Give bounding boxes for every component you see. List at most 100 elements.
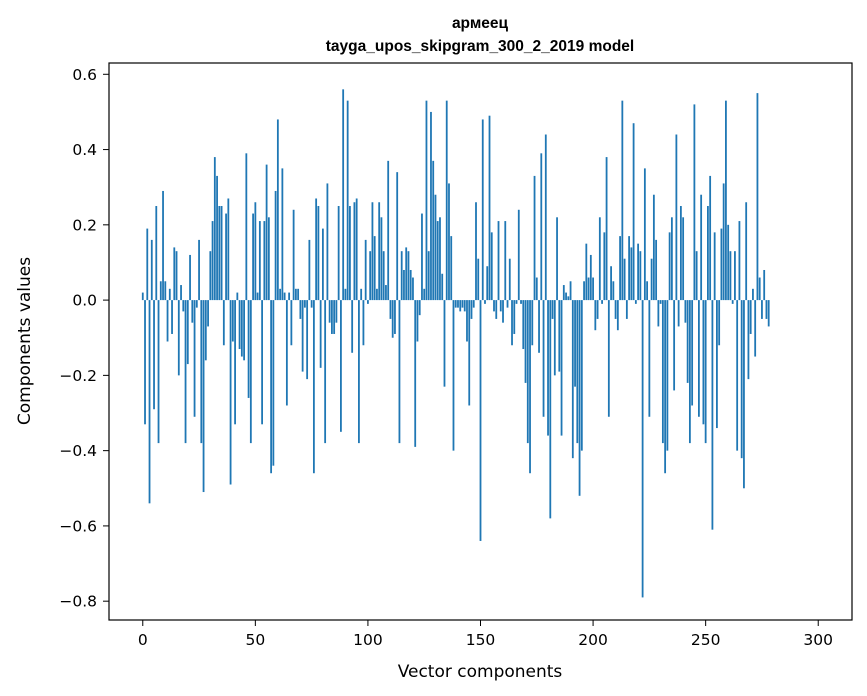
bar — [684, 300, 687, 323]
y-tick-label: 0.6 — [72, 66, 97, 84]
bar — [578, 300, 581, 496]
bar — [229, 300, 232, 485]
bar — [747, 300, 750, 380]
bar — [195, 300, 198, 308]
bar — [193, 300, 196, 417]
bar — [301, 300, 304, 372]
bar — [650, 258, 653, 301]
x-tick-label: 300 — [803, 631, 833, 649]
bar — [441, 273, 444, 301]
y-axis-ticks: −0.8 −0.6 −0.4 −0.2 0.0 0.2 0.4 0.6 — [59, 66, 109, 611]
bar — [274, 190, 277, 301]
bar — [270, 300, 273, 474]
bar — [468, 300, 471, 406]
bar — [450, 236, 453, 301]
bar — [490, 232, 493, 301]
bar — [355, 198, 358, 301]
bar — [691, 300, 694, 406]
bar — [506, 300, 509, 308]
bar — [695, 251, 698, 301]
bar — [389, 300, 392, 319]
bar — [497, 221, 500, 301]
bar — [535, 277, 538, 301]
bars-group — [141, 89, 770, 598]
bar — [234, 300, 236, 425]
bar — [155, 206, 158, 301]
bar — [335, 300, 338, 323]
bar — [240, 300, 243, 357]
bar — [587, 277, 590, 301]
bar — [765, 300, 768, 319]
bar — [607, 300, 610, 417]
bar — [202, 300, 205, 493]
bar — [569, 281, 572, 301]
bar — [144, 300, 146, 425]
bar — [745, 202, 748, 301]
bar — [220, 206, 223, 301]
bar — [603, 232, 606, 301]
bar — [598, 217, 601, 301]
y-tick-label: 0.2 — [72, 216, 97, 234]
bar — [716, 300, 718, 429]
bar — [306, 300, 309, 380]
y-tick-label: −0.6 — [59, 517, 97, 535]
y-axis-label: Components values — [15, 257, 35, 425]
bar — [529, 300, 531, 474]
bar — [317, 206, 320, 301]
bar — [387, 160, 390, 301]
bar — [412, 277, 414, 301]
bar — [540, 153, 543, 301]
bar — [481, 119, 484, 301]
bar — [396, 172, 399, 301]
bar — [652, 194, 655, 301]
bar — [279, 288, 282, 301]
y-tick-label: −0.8 — [59, 593, 97, 611]
bar — [213, 157, 216, 301]
bar — [664, 300, 667, 474]
bar — [238, 300, 241, 350]
bar — [614, 300, 617, 319]
bar — [418, 300, 421, 316]
bar — [727, 224, 730, 301]
bar — [173, 247, 176, 301]
bar — [265, 164, 268, 301]
bar — [380, 217, 383, 301]
bar — [623, 258, 626, 301]
bar — [592, 277, 594, 301]
bar — [625, 300, 628, 319]
bar — [385, 285, 387, 301]
bar — [657, 300, 660, 327]
bar — [725, 100, 727, 301]
bar — [360, 288, 363, 301]
bar — [675, 134, 678, 301]
bar — [661, 300, 664, 444]
bar — [312, 300, 315, 474]
bar — [427, 251, 430, 301]
bar — [504, 221, 507, 301]
bar — [398, 300, 401, 444]
bar — [459, 300, 462, 312]
bar — [486, 266, 489, 301]
bar — [538, 300, 540, 353]
bar — [448, 183, 450, 301]
bar — [207, 300, 209, 327]
bar — [423, 288, 426, 301]
x-tick-label: 50 — [245, 631, 265, 649]
bar — [526, 300, 529, 444]
bar — [736, 300, 739, 451]
bar — [319, 300, 322, 368]
bar — [344, 288, 347, 301]
bar — [585, 243, 588, 301]
bar — [565, 292, 567, 301]
plot-frame — [108, 62, 853, 621]
bar — [616, 300, 619, 331]
bar — [349, 206, 351, 301]
bar — [517, 209, 520, 301]
bar — [452, 300, 455, 451]
bar — [655, 239, 658, 301]
bar — [677, 300, 680, 327]
bar — [337, 206, 340, 301]
bar — [718, 300, 721, 346]
bar — [430, 111, 432, 301]
bar — [209, 251, 212, 301]
